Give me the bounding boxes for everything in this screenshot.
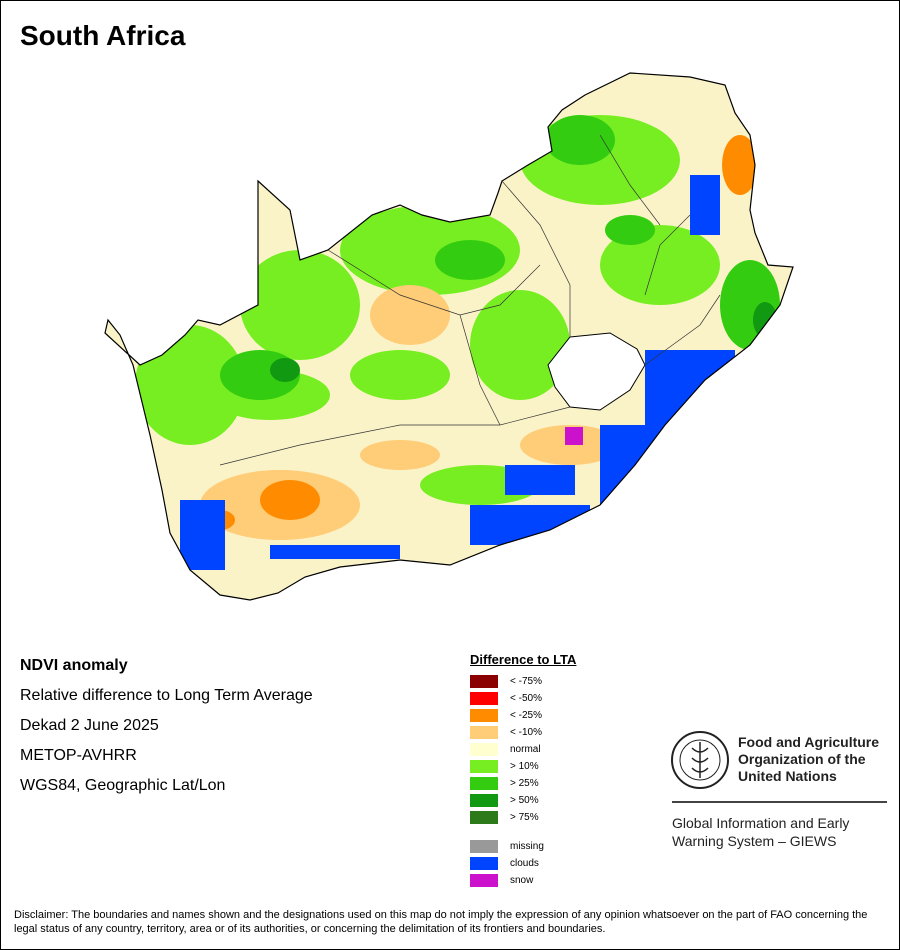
fao-logo (671, 731, 729, 789)
snow-area (565, 427, 583, 445)
product-description: Relative difference to Long Term Average (20, 687, 313, 704)
legend-label: missing (510, 841, 544, 852)
divider (672, 801, 887, 803)
positive-anomaly-areas (135, 115, 720, 505)
province-boundaries (219, 134, 721, 466)
legend-item: normal (470, 741, 576, 758)
legend-swatch (470, 709, 498, 722)
legend-item: < -10% (470, 724, 576, 741)
legend-label: < -50% (510, 693, 542, 704)
period: Dekad 2 June 2025 (20, 717, 159, 734)
legend-item: > 50% (470, 792, 576, 809)
giews-name: Global Information and Early Warning Sys… (672, 814, 849, 850)
legend-item: > 10% (470, 758, 576, 775)
legend-swatch (470, 777, 498, 790)
legend-item: < -75% (470, 673, 576, 690)
legend-item: clouds (470, 855, 576, 872)
legend-item: < -50% (470, 690, 576, 707)
legend-swatch (470, 760, 498, 773)
sensor: METOP-AVHRR (20, 747, 137, 764)
fao-name: Food and Agriculture Organization of the… (738, 734, 879, 785)
fao-name-line: United Nations (738, 768, 837, 784)
legend-label: > 25% (510, 778, 539, 789)
giews-name-line: Warning System – GIEWS (672, 833, 837, 849)
legend-item: < -25% (470, 707, 576, 724)
strong-positive-anomaly-areas (220, 115, 780, 400)
giews-name-line: Global Information and Early (672, 815, 850, 831)
map-legend: Difference to LTA < -75% < -50% < -25% < -1… (470, 652, 576, 889)
product-name: NDVI anomaly (20, 657, 128, 674)
fao-name-line: Organization of the (738, 751, 866, 767)
legend-label: > 10% (510, 761, 539, 772)
legend-swatch (470, 743, 498, 756)
map-metadata: NDVI anomaly Relative difference to Long… (20, 656, 313, 806)
legend-label: snow (510, 875, 534, 886)
legend-swatch (470, 726, 498, 739)
lesotho-enclave (547, 332, 646, 411)
disclaimer: Disclaimer: The boundaries and names sho… (14, 909, 868, 935)
legend-swatch (470, 811, 498, 824)
legend-swatch (470, 874, 498, 887)
legend-item: > 75% (470, 809, 576, 826)
legend-label: > 75% (510, 812, 539, 823)
legend-label: < -75% (510, 676, 542, 687)
legend-classes: < -75% < -50% < -25% < -10% normal > 10% > 25%… (470, 673, 576, 826)
legend-label: > 50% (510, 795, 539, 806)
map-title: South Africa (20, 20, 186, 51)
legend-label: clouds (510, 858, 539, 869)
legend-label: < -10% (510, 727, 542, 738)
legend-label: normal (510, 744, 541, 755)
legend-item: snow (470, 872, 576, 889)
legend-title: Difference to LTA (470, 652, 577, 667)
legend-item: missing (470, 838, 576, 855)
projection: WGS84, Geographic Lat/Lon (20, 777, 226, 794)
country-border (104, 72, 794, 601)
legend-swatch (470, 692, 498, 705)
legend-swatch (470, 794, 498, 807)
legend-swatch (470, 840, 498, 853)
legend-label: < -25% (510, 710, 542, 721)
fao-name-line: Food and Agriculture (738, 734, 880, 750)
legend-extra-classes: missing clouds snow (470, 838, 576, 889)
ndvi-anomaly-map (104, 72, 794, 601)
legend-swatch (470, 857, 498, 870)
legend-swatch (470, 675, 498, 688)
legend-item: > 25% (470, 775, 576, 792)
